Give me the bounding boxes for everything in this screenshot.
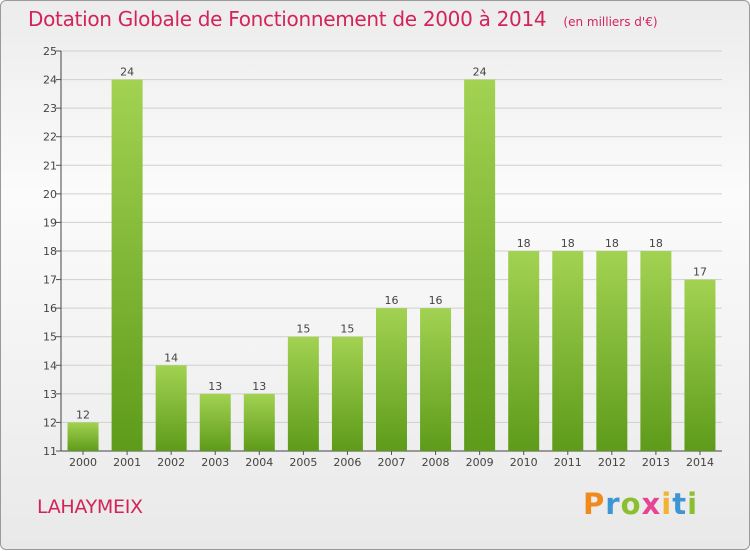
bar-value-label: 24 bbox=[120, 66, 134, 79]
bar-value-label: 18 bbox=[605, 237, 619, 250]
proxiti-logo: Proxiti bbox=[583, 487, 699, 521]
bar bbox=[111, 79, 143, 452]
y-tick-label: 25 bbox=[43, 45, 57, 58]
x-tick-label: 2013 bbox=[642, 456, 670, 469]
x-tick-label: 2008 bbox=[422, 456, 450, 469]
y-tick-label: 13 bbox=[43, 388, 57, 401]
bar-value-label: 15 bbox=[296, 323, 310, 336]
x-tick-label: 2012 bbox=[598, 456, 626, 469]
bar bbox=[420, 308, 452, 451]
bar bbox=[596, 251, 628, 451]
x-tick-label: 2009 bbox=[466, 456, 494, 469]
bar bbox=[684, 279, 716, 451]
x-tick-label: 2002 bbox=[157, 456, 185, 469]
y-tick-label: 22 bbox=[43, 131, 57, 144]
bar-value-label: 18 bbox=[649, 237, 663, 250]
x-tick-label: 2001 bbox=[113, 456, 141, 469]
bar bbox=[243, 393, 275, 451]
x-tick-label: 2003 bbox=[201, 456, 229, 469]
x-tick-label: 2005 bbox=[289, 456, 317, 469]
bar-value-label: 13 bbox=[208, 380, 222, 393]
y-tick-label: 23 bbox=[43, 102, 57, 115]
y-tick-label: 15 bbox=[43, 331, 57, 344]
y-tick-label: 24 bbox=[43, 74, 57, 87]
chart-title: Dotation Globale de Fonctionnement de 20… bbox=[28, 7, 547, 31]
bar bbox=[376, 308, 407, 451]
bar-value-label: 13 bbox=[252, 380, 266, 393]
bar bbox=[199, 393, 231, 451]
x-tick-label: 2006 bbox=[333, 456, 361, 469]
bar-value-label: 12 bbox=[76, 408, 90, 421]
bar bbox=[464, 79, 496, 452]
y-tick-label: 20 bbox=[43, 188, 57, 201]
bar-value-label: 18 bbox=[517, 237, 531, 250]
y-tick-label: 11 bbox=[43, 445, 57, 458]
commune-name: LAHAYMEIX bbox=[37, 496, 143, 518]
bar bbox=[155, 365, 187, 451]
y-tick-label: 12 bbox=[43, 416, 57, 429]
y-tick-label: 16 bbox=[43, 302, 57, 315]
bar-value-label: 14 bbox=[164, 351, 178, 364]
y-tick-label: 17 bbox=[43, 274, 57, 287]
x-tick-label: 2010 bbox=[510, 456, 538, 469]
y-tick-label: 14 bbox=[43, 359, 57, 372]
bar bbox=[331, 336, 363, 451]
bar-value-label: 16 bbox=[429, 294, 443, 307]
chart-subtitle: (en milliers d'€) bbox=[563, 15, 658, 29]
y-tick-label: 21 bbox=[43, 159, 57, 172]
bar bbox=[508, 251, 540, 451]
bar-value-label: 18 bbox=[561, 237, 575, 250]
x-tick-label: 2000 bbox=[69, 456, 97, 469]
x-tick-label: 2011 bbox=[554, 456, 582, 469]
title-row: Dotation Globale de Fonctionnement de 20… bbox=[28, 7, 658, 31]
bar-value-label: 16 bbox=[385, 294, 399, 307]
x-tick-label: 2007 bbox=[378, 456, 406, 469]
bar bbox=[640, 251, 672, 451]
x-tick-label: 2014 bbox=[686, 456, 714, 469]
bar-value-label: 15 bbox=[340, 323, 354, 336]
bar bbox=[287, 336, 319, 451]
bar bbox=[552, 251, 584, 451]
y-tick-label: 19 bbox=[43, 216, 57, 229]
x-tick-label: 2004 bbox=[245, 456, 273, 469]
bar bbox=[67, 422, 99, 451]
y-tick-label: 18 bbox=[43, 245, 57, 258]
bar-value-label: 17 bbox=[693, 266, 707, 279]
bar-value-label: 24 bbox=[473, 66, 487, 79]
